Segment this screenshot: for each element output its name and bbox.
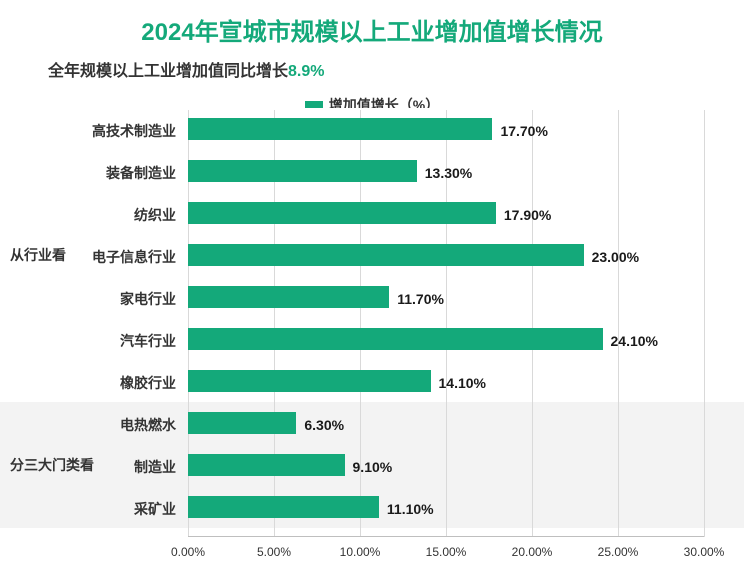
- value-label: 6.30%: [304, 412, 344, 438]
- chart-title: 2024年宣城市规模以上工业增加值增长情况: [0, 0, 744, 47]
- bar-row: 采矿业11.10%: [0, 496, 744, 518]
- subtitle-value: 8.9%: [288, 63, 324, 80]
- value-label: 24.10%: [611, 328, 658, 354]
- x-axis: [188, 536, 704, 537]
- bar-row: 电子信息行业23.00%: [0, 244, 744, 266]
- category-label: 电子信息行业: [0, 244, 184, 270]
- bar: [188, 412, 296, 434]
- category-label: 橡胶行业: [0, 370, 184, 396]
- value-label: 23.00%: [592, 244, 639, 270]
- bar-row: 高技术制造业17.70%: [0, 118, 744, 140]
- category-label: 采矿业: [0, 496, 184, 522]
- bar-row: 橡胶行业14.10%: [0, 370, 744, 392]
- bar-row: 家电行业11.70%: [0, 286, 744, 308]
- bar: [188, 454, 345, 476]
- bar: [188, 328, 603, 350]
- bar: [188, 286, 389, 308]
- value-label: 9.10%: [353, 454, 393, 480]
- category-label: 制造业: [0, 454, 184, 480]
- value-label: 11.10%: [387, 496, 434, 522]
- value-label: 17.90%: [504, 202, 551, 228]
- value-label: 17.70%: [500, 118, 547, 144]
- value-label: 14.10%: [439, 370, 486, 396]
- chart-subtitle: 全年规模以上工业增加值同比增长8.9%: [0, 47, 744, 81]
- x-tick-label: 20.00%: [512, 545, 553, 559]
- bar-row: 制造业9.10%: [0, 454, 744, 476]
- x-tick-label: 0.00%: [171, 545, 205, 559]
- bar-row: 汽车行业24.10%: [0, 328, 744, 350]
- bar: [188, 370, 431, 392]
- chart-area: 0.00% 5.00% 10.00% 15.00% 20.00% 25.00% 30.00%…: [0, 110, 744, 559]
- subtitle-prefix: 全年规模以上工业增加值同比增长: [48, 63, 288, 80]
- bar: [188, 160, 417, 182]
- bar-row: 装备制造业13.30%: [0, 160, 744, 182]
- bar: [188, 118, 492, 140]
- category-label: 电热燃水: [0, 412, 184, 438]
- value-label: 11.70%: [397, 286, 444, 312]
- bar: [188, 202, 496, 224]
- x-tick-label: 30.00%: [684, 545, 725, 559]
- value-label: 13.30%: [425, 160, 472, 186]
- bar-row: 电热燃水6.30%: [0, 412, 744, 434]
- bar: [188, 244, 584, 266]
- category-label: 高技术制造业: [0, 118, 184, 144]
- bar: [188, 496, 379, 518]
- category-label: 纺织业: [0, 202, 184, 228]
- category-label: 汽车行业: [0, 328, 184, 354]
- x-tick-label: 5.00%: [257, 545, 291, 559]
- category-label: 家电行业: [0, 286, 184, 312]
- bar-row: 纺织业17.90%: [0, 202, 744, 224]
- category-label: 装备制造业: [0, 160, 184, 186]
- x-tick-label: 10.00%: [340, 545, 381, 559]
- x-tick-label: 25.00%: [598, 545, 639, 559]
- x-tick-label: 15.00%: [426, 545, 467, 559]
